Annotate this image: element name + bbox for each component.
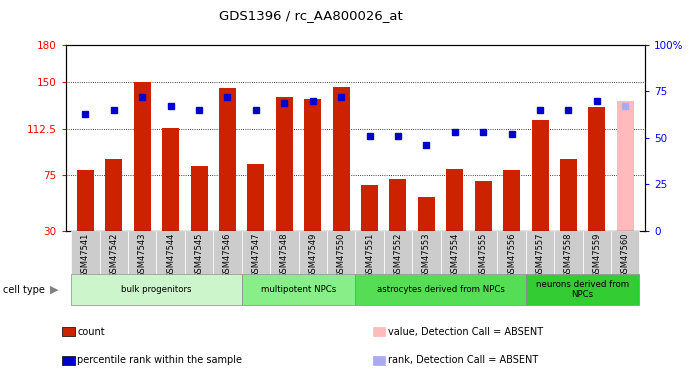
Text: GSM47560: GSM47560 bbox=[621, 233, 630, 278]
Bar bbox=[134, 82, 151, 231]
Bar bbox=[327, 231, 355, 274]
Text: GSM47553: GSM47553 bbox=[422, 233, 431, 278]
Text: GSM47548: GSM47548 bbox=[280, 233, 289, 278]
Text: GSM47546: GSM47546 bbox=[223, 233, 232, 278]
Text: GSM47558: GSM47558 bbox=[564, 233, 573, 278]
Text: GSM47550: GSM47550 bbox=[337, 233, 346, 278]
Bar bbox=[270, 231, 299, 274]
Bar bbox=[304, 99, 322, 231]
Bar bbox=[185, 231, 213, 274]
Bar bbox=[71, 274, 242, 305]
Text: GSM47559: GSM47559 bbox=[592, 233, 602, 278]
Bar bbox=[157, 231, 185, 274]
Bar bbox=[497, 231, 526, 274]
Bar bbox=[355, 231, 384, 274]
Text: astrocytes derived from NPCs: astrocytes derived from NPCs bbox=[377, 285, 504, 294]
Bar bbox=[582, 231, 611, 274]
Bar bbox=[248, 164, 264, 231]
Text: GSM47555: GSM47555 bbox=[479, 233, 488, 278]
Text: GSM47542: GSM47542 bbox=[109, 233, 119, 278]
Text: GSM47554: GSM47554 bbox=[451, 233, 460, 278]
Bar bbox=[531, 120, 549, 231]
Bar bbox=[469, 231, 497, 274]
Bar bbox=[361, 185, 378, 231]
Bar bbox=[526, 274, 640, 305]
Bar bbox=[213, 231, 242, 274]
Bar bbox=[384, 231, 412, 274]
Bar bbox=[446, 169, 463, 231]
Bar bbox=[617, 101, 634, 231]
Text: neurons derived from
NPCs: neurons derived from NPCs bbox=[536, 280, 629, 299]
Bar bbox=[418, 197, 435, 231]
Text: GSM47544: GSM47544 bbox=[166, 233, 175, 278]
Text: GSM47552: GSM47552 bbox=[393, 233, 402, 278]
Bar bbox=[106, 159, 122, 231]
Text: multipotent NPCs: multipotent NPCs bbox=[261, 285, 336, 294]
Text: percentile rank within the sample: percentile rank within the sample bbox=[77, 355, 242, 365]
Bar bbox=[355, 274, 526, 305]
Bar bbox=[589, 107, 605, 231]
Text: GSM47547: GSM47547 bbox=[251, 233, 260, 278]
Bar bbox=[299, 231, 327, 274]
Text: GSM47545: GSM47545 bbox=[195, 233, 204, 278]
Text: GSM47543: GSM47543 bbox=[138, 233, 147, 278]
Bar bbox=[333, 87, 350, 231]
Text: rank, Detection Call = ABSENT: rank, Detection Call = ABSENT bbox=[388, 355, 538, 365]
Bar bbox=[611, 231, 640, 274]
Bar bbox=[475, 181, 492, 231]
Bar bbox=[389, 178, 406, 231]
Text: cell type: cell type bbox=[3, 285, 46, 295]
Bar bbox=[190, 166, 208, 231]
Bar bbox=[219, 88, 236, 231]
Bar bbox=[276, 97, 293, 231]
Bar bbox=[441, 231, 469, 274]
Bar bbox=[241, 274, 355, 305]
Text: GDS1396 / rc_AA800026_at: GDS1396 / rc_AA800026_at bbox=[219, 9, 402, 22]
Bar bbox=[503, 170, 520, 231]
Text: count: count bbox=[77, 327, 105, 337]
Text: bulk progenitors: bulk progenitors bbox=[121, 285, 192, 294]
Bar bbox=[412, 231, 441, 274]
Bar bbox=[162, 128, 179, 231]
Bar bbox=[71, 231, 99, 274]
Text: GSM47557: GSM47557 bbox=[535, 233, 544, 278]
Text: GSM47551: GSM47551 bbox=[365, 233, 374, 278]
Bar bbox=[99, 231, 128, 274]
Text: ▶: ▶ bbox=[50, 285, 58, 295]
Bar bbox=[128, 231, 157, 274]
Text: value, Detection Call = ABSENT: value, Detection Call = ABSENT bbox=[388, 327, 543, 337]
Bar bbox=[554, 231, 582, 274]
Bar bbox=[241, 231, 270, 274]
Bar bbox=[560, 159, 577, 231]
Text: GSM47549: GSM47549 bbox=[308, 233, 317, 278]
Bar bbox=[526, 231, 554, 274]
Text: GSM47556: GSM47556 bbox=[507, 233, 516, 278]
Text: GSM47541: GSM47541 bbox=[81, 233, 90, 278]
Bar bbox=[77, 170, 94, 231]
